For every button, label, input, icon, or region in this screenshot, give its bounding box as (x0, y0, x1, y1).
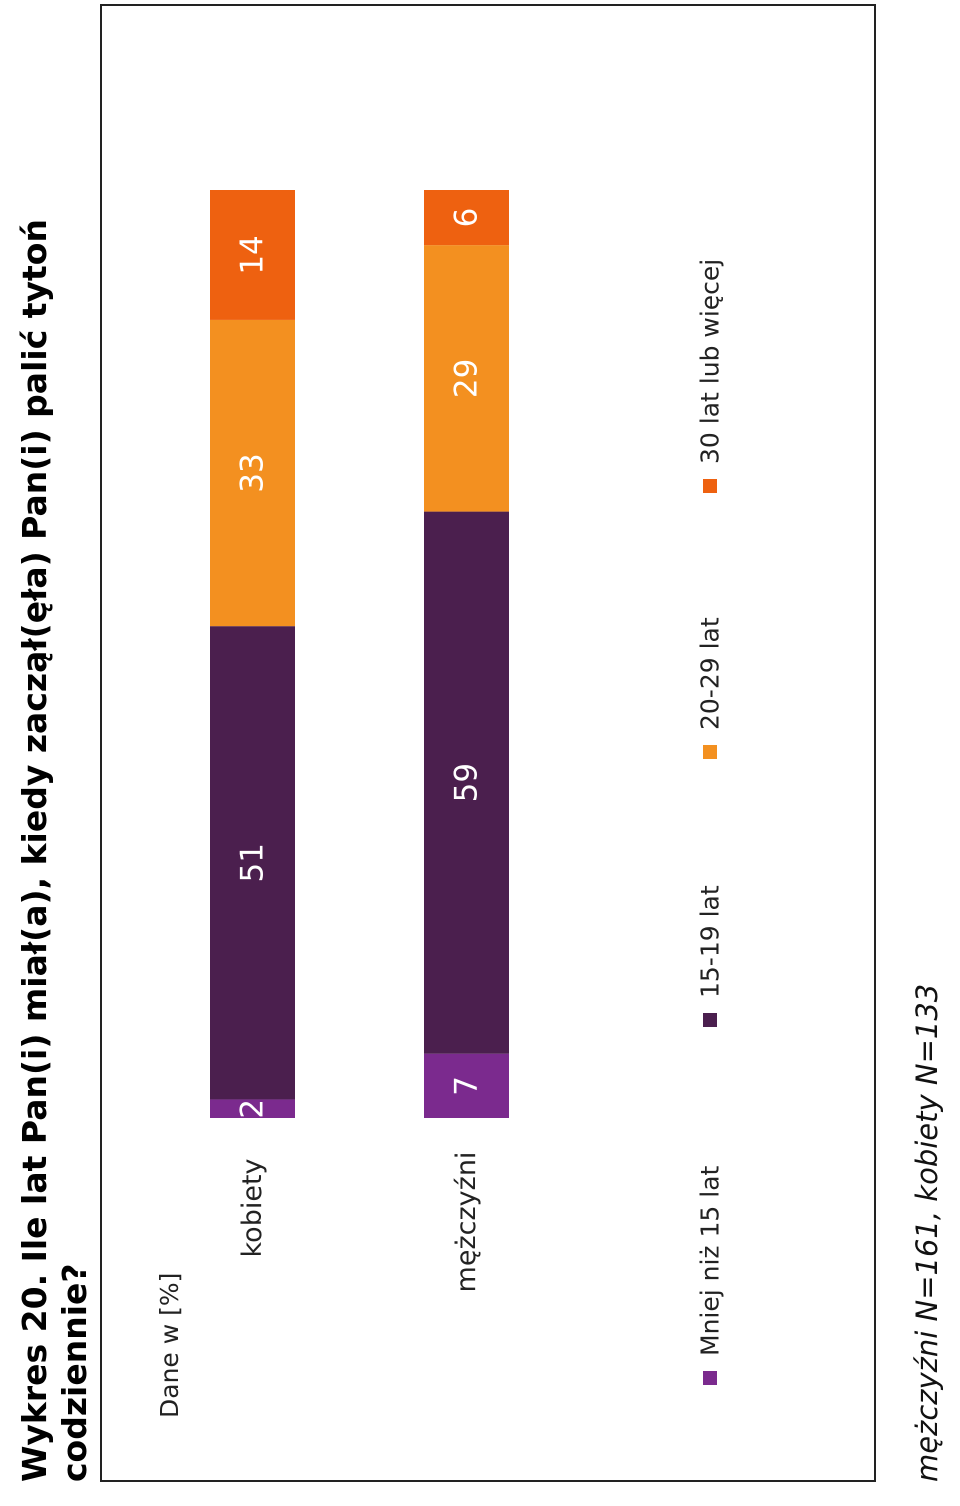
bars: 2 51 33 14 7 59 29 6 (210, 190, 509, 1119)
data-label-1-3: 6 (449, 208, 485, 228)
bar-segment-1-2 (424, 245, 509, 512)
legend-swatch-30-plus (703, 479, 717, 493)
bar-segment-0-3 (210, 190, 295, 320)
bar-segment-0-2 (210, 319, 295, 627)
legend-label-15-19: 15-19 lat (696, 885, 725, 998)
legend-swatch-15-19 (703, 1013, 717, 1027)
data-label-1-2: 29 (449, 359, 485, 398)
category-label-mezczyzni: mężczyźni (451, 1152, 482, 1293)
data-label-1-1: 59 (449, 763, 485, 802)
legend-label-mniej-niz-15: Mniej niż 15 lat (696, 1165, 725, 1356)
bar-segment-0-0 (210, 1099, 295, 1118)
chart-frame (100, 4, 876, 1482)
category-label-kobiety: kobiety (237, 1158, 268, 1257)
legend-label-20-29: 20-29 lat (696, 617, 725, 730)
chart-title: Wykres 20. Ile lat Pan(i) miał(a), kiedy… (15, 219, 94, 1482)
chart-title-line1: Wykres 20. Ile lat Pan(i) miał(a), kiedy… (15, 219, 54, 1482)
legend-swatch-mniej-niz-15 (703, 1371, 717, 1385)
data-label-0-1: 51 (235, 843, 271, 882)
data-label-1-0: 7 (449, 1076, 485, 1096)
bar-segment-1-0 (424, 1053, 509, 1118)
legend-label-30-plus: 30 lat lub więcej (696, 259, 725, 464)
data-label-0-3: 14 (235, 235, 271, 274)
bar-segment-1-3 (424, 190, 509, 246)
legend-swatch-20-29 (703, 745, 717, 759)
unit-label: Dane w [%] (155, 1273, 184, 1418)
bar-segment-1-1 (424, 511, 509, 1054)
data-label-0-2: 33 (235, 453, 271, 492)
legend: Mniej niż 15 lat 15-19 lat 20-29 lat 30 … (696, 259, 725, 1385)
footnote: mężczyźni N=161, kobiety N=133 (910, 984, 944, 1482)
chart-title-line2: codziennie? (55, 1263, 94, 1482)
bar-segment-0-1 (210, 626, 295, 1100)
data-label-0-0: 2 (235, 1099, 271, 1119)
